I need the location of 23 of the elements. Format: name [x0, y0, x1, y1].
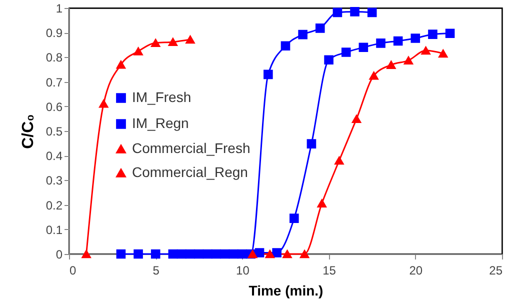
y-tick-label: 0.1 — [46, 222, 63, 237]
y-tick-label: 0.6 — [46, 100, 63, 114]
y-tick-label: 0.9 — [46, 26, 63, 40]
y-tick-label: 0.8 — [46, 50, 63, 65]
y-tick-label: 0.5 — [46, 124, 63, 138]
legend-label: IM_Regn — [132, 115, 189, 131]
y-tick-label: 0.7 — [46, 75, 63, 90]
x-axis-title: Time (min.) — [248, 282, 324, 298]
x-tick-label: 25 — [489, 264, 503, 278]
y-tick-label: 0.3 — [46, 174, 63, 188]
y-tick-label: 0.4 — [46, 149, 63, 164]
x-tick-label: 0 — [70, 264, 76, 278]
x-tick-label: 10 — [236, 264, 250, 278]
legend-label: Commercial_Fresh — [132, 140, 250, 156]
x-tick-label: 20 — [409, 264, 423, 278]
x-tick-label: 15 — [322, 264, 336, 278]
y-tick-label: 1 — [56, 2, 63, 16]
x-tick-label: 5 — [152, 264, 160, 278]
legend-label: IM_Fresh — [132, 89, 192, 105]
y-tick-label: 0.2 — [46, 198, 63, 212]
y-tick-label: 0 — [56, 248, 63, 262]
legend-label: Commercial_Regn — [132, 164, 248, 180]
y-axis-title: C/C₀ — [20, 114, 37, 149]
